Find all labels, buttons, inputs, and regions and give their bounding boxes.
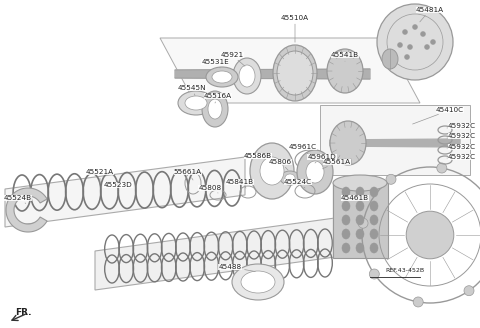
Polygon shape bbox=[160, 38, 420, 103]
Ellipse shape bbox=[250, 143, 294, 199]
Text: 45531E: 45531E bbox=[201, 59, 229, 68]
Circle shape bbox=[358, 218, 368, 228]
Circle shape bbox=[413, 297, 423, 307]
Circle shape bbox=[369, 269, 379, 279]
Polygon shape bbox=[320, 105, 470, 175]
Circle shape bbox=[412, 25, 418, 30]
Text: 45410C: 45410C bbox=[413, 107, 464, 124]
Text: 45488: 45488 bbox=[218, 264, 255, 272]
Polygon shape bbox=[95, 218, 335, 290]
Ellipse shape bbox=[239, 65, 255, 87]
Text: 45541B: 45541B bbox=[331, 52, 359, 61]
Polygon shape bbox=[6, 188, 47, 232]
Text: 45524C: 45524C bbox=[284, 179, 312, 188]
Circle shape bbox=[424, 45, 430, 50]
Ellipse shape bbox=[356, 187, 364, 197]
Text: 45841B: 45841B bbox=[226, 179, 254, 188]
Polygon shape bbox=[333, 183, 387, 257]
Circle shape bbox=[406, 211, 454, 259]
Ellipse shape bbox=[382, 49, 398, 69]
Polygon shape bbox=[330, 139, 460, 147]
Text: 45586B: 45586B bbox=[244, 153, 272, 159]
Ellipse shape bbox=[260, 157, 284, 185]
Ellipse shape bbox=[342, 243, 350, 253]
Ellipse shape bbox=[370, 229, 378, 239]
Circle shape bbox=[408, 45, 412, 50]
Ellipse shape bbox=[342, 229, 350, 239]
Ellipse shape bbox=[306, 161, 324, 183]
Polygon shape bbox=[5, 157, 245, 227]
Ellipse shape bbox=[277, 51, 313, 95]
Circle shape bbox=[386, 174, 396, 184]
Text: 45561A: 45561A bbox=[323, 159, 351, 169]
Ellipse shape bbox=[280, 171, 300, 185]
Ellipse shape bbox=[285, 174, 295, 182]
Ellipse shape bbox=[333, 175, 387, 191]
Ellipse shape bbox=[232, 264, 284, 300]
Circle shape bbox=[403, 30, 408, 34]
Ellipse shape bbox=[342, 201, 350, 211]
Ellipse shape bbox=[206, 67, 238, 87]
Text: 45524B: 45524B bbox=[4, 195, 32, 203]
Text: 45523D: 45523D bbox=[104, 182, 132, 191]
Text: 45932C: 45932C bbox=[447, 123, 476, 129]
Text: 45932C: 45932C bbox=[447, 154, 476, 160]
Circle shape bbox=[420, 31, 425, 36]
Polygon shape bbox=[175, 69, 370, 79]
Ellipse shape bbox=[342, 215, 350, 225]
Text: 45516A: 45516A bbox=[204, 93, 232, 103]
Text: 55661A: 55661A bbox=[174, 169, 202, 180]
Circle shape bbox=[397, 43, 403, 48]
Circle shape bbox=[431, 39, 435, 45]
Ellipse shape bbox=[370, 243, 378, 253]
Ellipse shape bbox=[356, 243, 364, 253]
Text: 45461B: 45461B bbox=[341, 195, 369, 206]
Text: 45808: 45808 bbox=[198, 185, 222, 193]
Circle shape bbox=[437, 163, 447, 173]
Ellipse shape bbox=[273, 45, 317, 101]
Text: 45932C: 45932C bbox=[447, 144, 476, 150]
Ellipse shape bbox=[297, 150, 333, 194]
Ellipse shape bbox=[233, 58, 261, 94]
Ellipse shape bbox=[370, 201, 378, 211]
Ellipse shape bbox=[342, 187, 350, 197]
Ellipse shape bbox=[370, 187, 378, 197]
Ellipse shape bbox=[208, 99, 222, 119]
Circle shape bbox=[405, 54, 409, 59]
Text: 45510A: 45510A bbox=[281, 15, 309, 42]
Text: FR.: FR. bbox=[15, 308, 32, 317]
Ellipse shape bbox=[178, 91, 214, 115]
Text: 45806: 45806 bbox=[268, 159, 291, 170]
Ellipse shape bbox=[185, 96, 207, 110]
Ellipse shape bbox=[202, 91, 228, 127]
Ellipse shape bbox=[356, 215, 364, 225]
Text: 45586B: 45586B bbox=[244, 153, 272, 159]
Text: 45521A: 45521A bbox=[86, 169, 114, 183]
Ellipse shape bbox=[212, 71, 232, 83]
Text: 45961C: 45961C bbox=[289, 144, 317, 156]
Text: 45545N: 45545N bbox=[178, 85, 206, 95]
Bar bbox=[333, 183, 388, 258]
Text: 45961D: 45961D bbox=[308, 154, 336, 163]
Ellipse shape bbox=[241, 271, 275, 293]
Text: 45921: 45921 bbox=[220, 52, 245, 66]
Ellipse shape bbox=[356, 201, 364, 211]
Ellipse shape bbox=[330, 121, 366, 165]
Ellipse shape bbox=[327, 49, 363, 93]
Text: REF.43-452B: REF.43-452B bbox=[385, 268, 424, 273]
Text: 45481A: 45481A bbox=[416, 7, 444, 22]
Circle shape bbox=[377, 4, 453, 80]
Ellipse shape bbox=[370, 215, 378, 225]
Text: 45932C: 45932C bbox=[447, 133, 476, 139]
Ellipse shape bbox=[356, 229, 364, 239]
Circle shape bbox=[464, 286, 474, 296]
